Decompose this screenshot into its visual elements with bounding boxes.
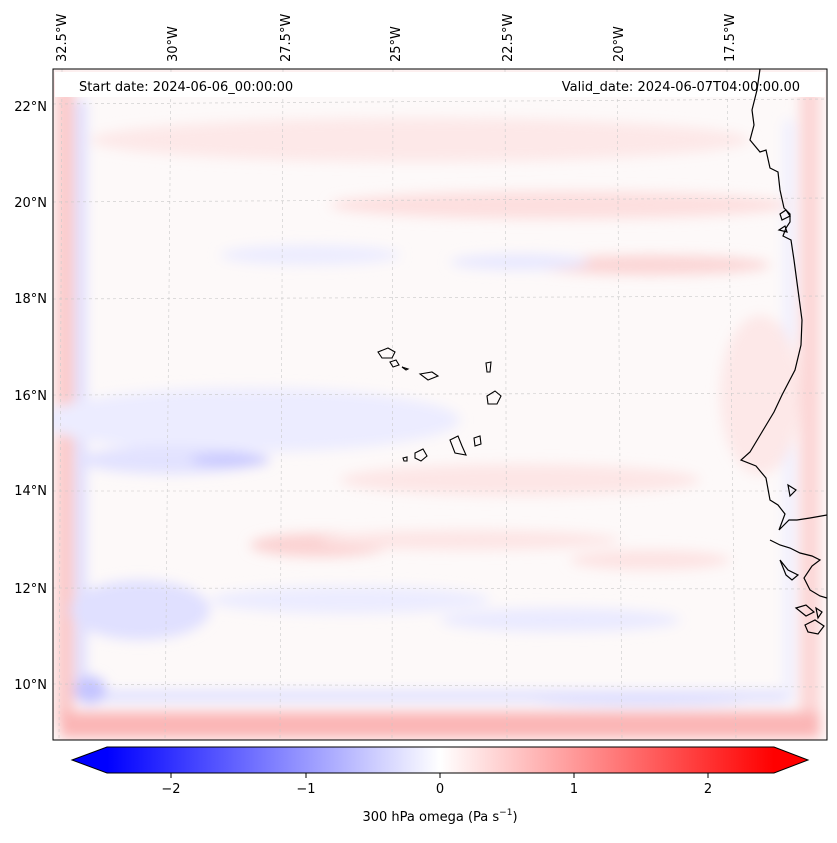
valid-date-label: Valid_date: 2024-06-07T04:00:00.00 (562, 80, 800, 95)
lon-label: 25°W (389, 26, 404, 62)
cape-verde-islands (377, 347, 502, 462)
colorbar-body (107, 747, 774, 773)
lat-label: 10°N (14, 678, 47, 693)
colorbar-label: 300 hPa omega (Pa s−1) (362, 808, 517, 825)
african-coastline (739, 69, 827, 635)
lat-label: 20°N (14, 196, 47, 211)
colorbar-outline (70, 746, 810, 774)
map-frame (52, 68, 828, 741)
lat-label: 12°N (14, 582, 47, 597)
colorbar-extend-low (72, 747, 107, 773)
lon-label: 22.5°W (501, 14, 516, 62)
colorbar-tick-marks (170, 773, 709, 778)
lat-label: 16°N (14, 389, 47, 404)
gridlines (53, 69, 827, 740)
longitude-labels: 32.5°W 30°W 27.5°W 25°W 22.5°W 20°W 17.5… (55, 14, 738, 62)
header-strip (55, 72, 825, 97)
colorbar-label-sup: −1 (499, 808, 512, 818)
omega-field (53, 72, 822, 738)
colorbar-tick-label: 2 (704, 782, 712, 797)
lat-label: 22°N (14, 100, 47, 115)
colorbar: −2 −1 0 1 2 300 hPa omega (Pa s−1) (70, 746, 810, 825)
latitude-labels: 22°N 20°N 18°N 16°N 14°N 12°N 10°N (14, 100, 47, 693)
colorbar-tick-label: 0 (436, 782, 444, 797)
map-panel (53, 69, 827, 740)
lon-label: 32.5°W (55, 14, 70, 62)
lon-label: 20°W (612, 26, 627, 62)
colorbar-label-main: 300 hPa omega (Pa s (362, 810, 499, 825)
colorbar-tick-label: −2 (161, 782, 180, 797)
lon-label: 17.5°W (723, 14, 738, 62)
colorbar-tick-label: 1 (570, 782, 578, 797)
lat-label: 18°N (14, 292, 47, 307)
colorbar-label-close: ) (512, 810, 517, 825)
start-date-label: Start date: 2024-06-06_00:00:00 (79, 80, 293, 95)
colorbar-tick-label: −1 (296, 782, 315, 797)
lat-label: 14°N (14, 484, 47, 499)
lon-label: 30°W (166, 26, 181, 62)
lon-label: 27.5°W (279, 14, 294, 62)
colorbar-extend-high (774, 747, 808, 773)
